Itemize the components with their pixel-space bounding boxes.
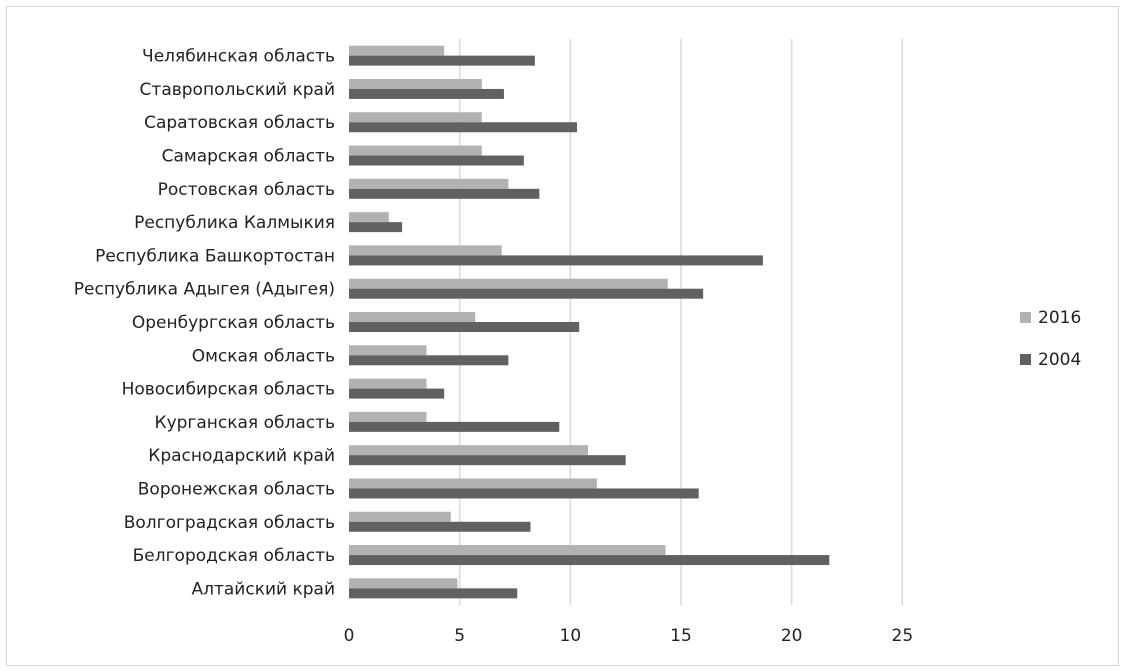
bar-2004 bbox=[349, 188, 540, 199]
x-tick-label: 20 bbox=[781, 626, 803, 646]
bar-2016 bbox=[349, 245, 502, 256]
category-label: Ставропольский край bbox=[140, 80, 335, 100]
bar-2016 bbox=[349, 411, 427, 422]
bar-2016 bbox=[349, 545, 666, 556]
category-labels: Челябинская область Ставропольский край Са… bbox=[74, 47, 335, 600]
bar-2004 bbox=[349, 122, 577, 133]
bar-2004 bbox=[349, 355, 509, 366]
bar-2004 bbox=[349, 55, 535, 66]
bar-2004 bbox=[349, 421, 560, 432]
bar-2016 bbox=[349, 212, 389, 223]
category-label: Новосибирская область bbox=[122, 380, 335, 400]
category-label: Республика Калмыкия bbox=[134, 213, 335, 233]
bar-2016 bbox=[349, 345, 427, 356]
legend-label-2016: 2016 bbox=[1038, 308, 1081, 328]
legend: 2016 2004 bbox=[1020, 308, 1081, 370]
bar-2004 bbox=[349, 155, 524, 166]
x-tick-label: 15 bbox=[670, 626, 692, 646]
bar-2016 bbox=[349, 145, 482, 156]
category-label: Омская область bbox=[192, 346, 335, 366]
bar-2016 bbox=[349, 178, 509, 189]
chart-frame: Челябинская область Ставропольский край Са… bbox=[6, 6, 1119, 666]
category-label: Курганская область bbox=[155, 413, 335, 433]
legend-swatch-2016 bbox=[1020, 312, 1031, 323]
bar-2004 bbox=[349, 288, 704, 299]
bar-2016 bbox=[349, 45, 445, 56]
bar-2004 bbox=[349, 521, 531, 532]
category-label: Республика Башкортостан bbox=[95, 246, 335, 266]
category-label: Волгоградская область bbox=[124, 513, 335, 533]
bar-2016 bbox=[349, 445, 589, 456]
bar-chart: Челябинская область Ставропольский край Са… bbox=[74, 39, 1081, 646]
category-label: Белгородская область bbox=[133, 546, 335, 566]
bar-2016 bbox=[349, 278, 668, 289]
category-label: Самарская область bbox=[162, 147, 335, 167]
bar-2016 bbox=[349, 511, 451, 522]
bar-2004 bbox=[349, 322, 580, 332]
category-label: Краснодарский край bbox=[148, 446, 335, 466]
legend-label-2004: 2004 bbox=[1038, 350, 1081, 370]
bar-2004 bbox=[349, 388, 445, 399]
bar-2004 bbox=[349, 255, 763, 266]
x-tick-label: 0 bbox=[344, 626, 355, 646]
category-label: Воронежская область bbox=[138, 479, 335, 499]
bar-2016 bbox=[349, 478, 597, 489]
x-tick-label: 10 bbox=[560, 626, 582, 646]
category-label: Республика Адыгея (Адыгея) bbox=[74, 280, 335, 300]
legend-swatch-2004 bbox=[1020, 354, 1031, 365]
bar-2004 bbox=[349, 488, 699, 499]
x-tick-label: 25 bbox=[892, 626, 914, 646]
bar-2016 bbox=[349, 378, 427, 389]
category-label: Оренбургская область bbox=[132, 313, 335, 333]
category-label: Челябинская область bbox=[142, 47, 335, 67]
bar-2004 bbox=[349, 222, 403, 233]
bar-2016 bbox=[349, 578, 458, 589]
gridlines bbox=[458, 39, 904, 605]
bar-2016 bbox=[349, 312, 476, 322]
category-label: Алтайский край bbox=[191, 579, 335, 599]
bar-2004 bbox=[349, 88, 504, 99]
bar-2004 bbox=[349, 588, 518, 599]
x-tick-labels: 0 5 10 15 20 25 bbox=[344, 626, 914, 646]
category-label: Ростовская область bbox=[158, 180, 335, 200]
category-label: Саратовская область bbox=[144, 113, 335, 133]
bar-2016 bbox=[349, 112, 482, 123]
bar-2016 bbox=[349, 78, 482, 89]
bar-2004 bbox=[349, 555, 830, 566]
bars bbox=[349, 45, 830, 599]
bar-2004 bbox=[349, 455, 626, 466]
x-tick-label: 5 bbox=[454, 626, 465, 646]
